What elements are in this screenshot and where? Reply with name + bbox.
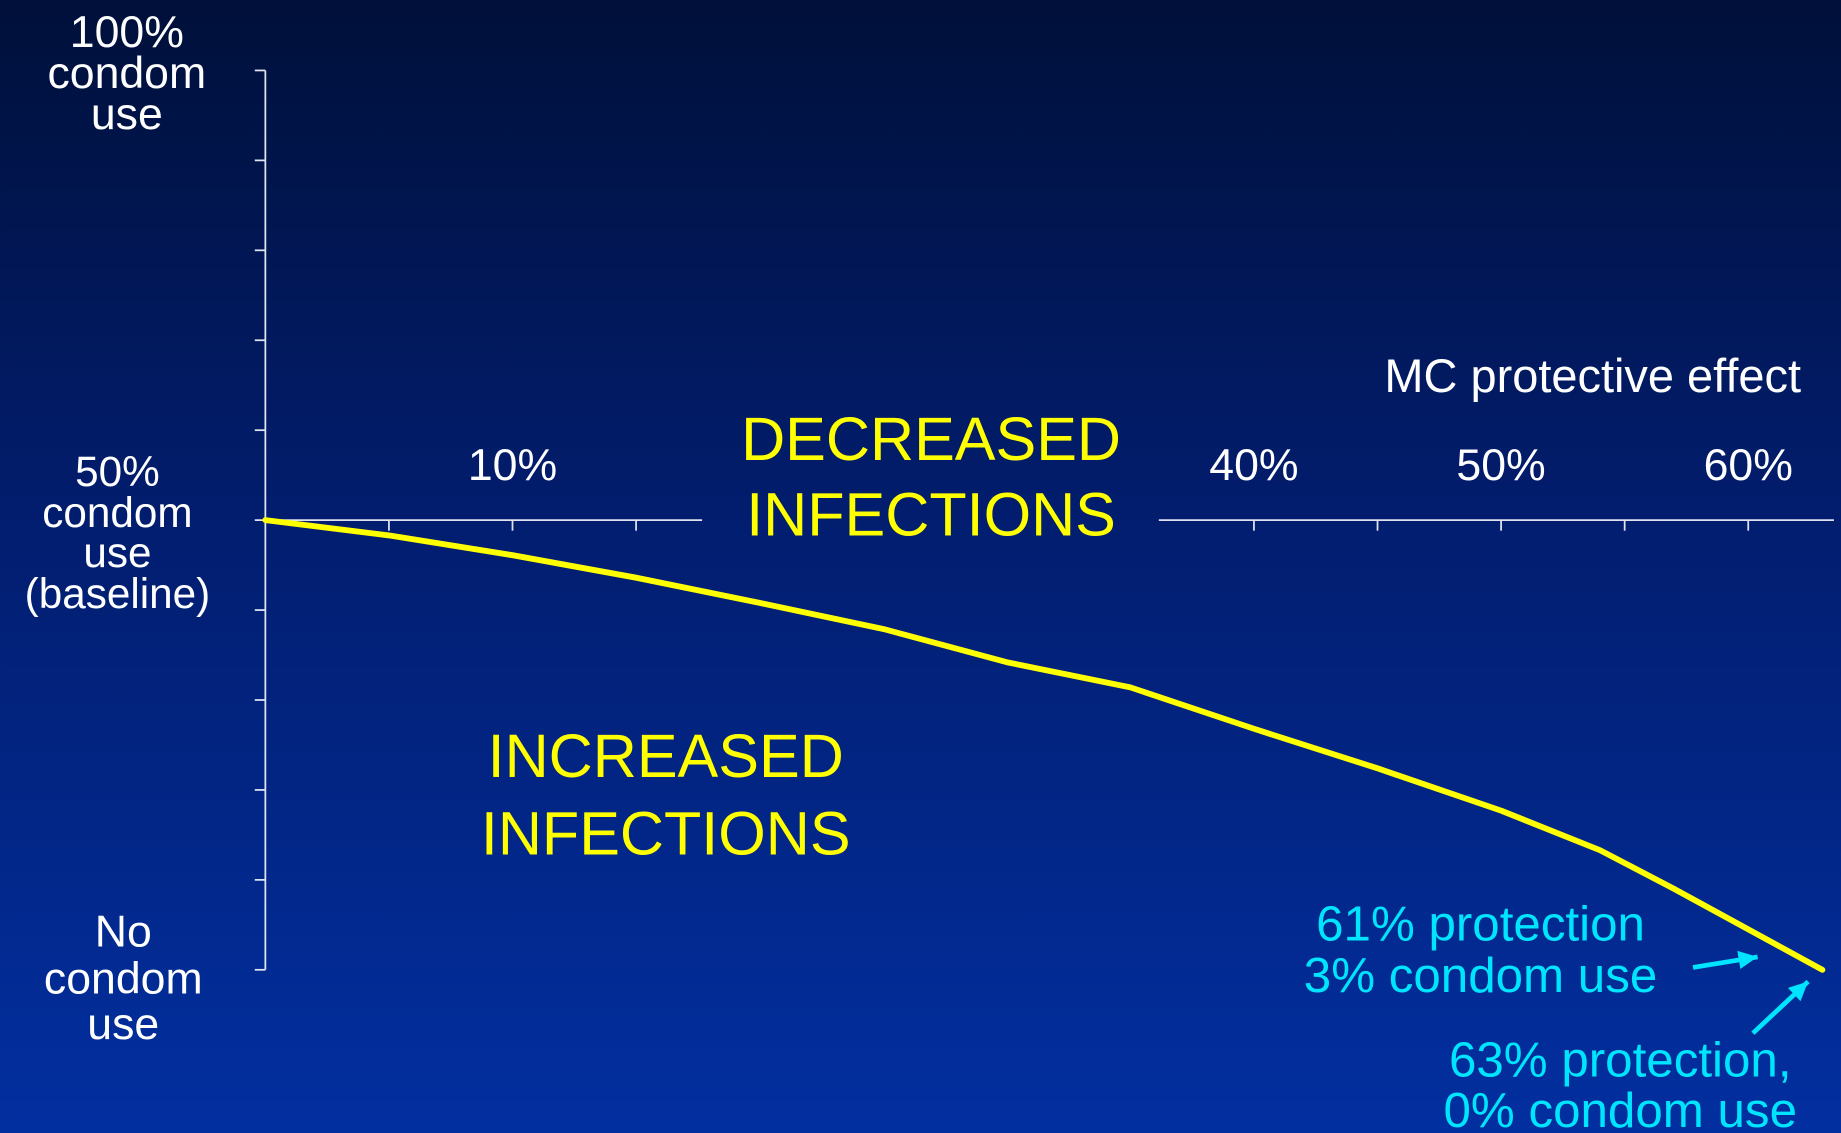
annotation: INCREASED	[488, 722, 844, 790]
y-tick-label: use	[91, 90, 163, 139]
x-tick-label: 10%	[468, 441, 557, 490]
y-tick-label: use	[83, 529, 151, 576]
annotation: 0% condom use	[1444, 1083, 1798, 1133]
y-tick-label: condom	[44, 954, 203, 1003]
annotation: INFECTIONS	[481, 800, 851, 868]
x-tick-label: 40%	[1209, 441, 1298, 490]
x-axis-label: MC protective effect	[1384, 349, 1801, 402]
annotation: INFECTIONS	[746, 480, 1116, 548]
y-tick-label: use	[87, 1000, 159, 1049]
annotation-arrowhead	[1737, 950, 1758, 970]
annotation: 61% protection	[1316, 896, 1645, 951]
y-tick-label: condom	[47, 49, 206, 98]
y-tick-label: 50%	[75, 448, 160, 495]
annotation: DECREASED	[741, 405, 1121, 473]
y-tick-label: No	[95, 907, 152, 956]
annotation-arrowhead	[1787, 981, 1809, 1002]
y-tick-label: 100%	[70, 8, 184, 57]
annotation: 3% condom use	[1304, 948, 1658, 1003]
x-tick-label: 50%	[1456, 441, 1545, 490]
x-tick-label: 60%	[1704, 441, 1793, 490]
y-tick-label: condom	[42, 489, 192, 536]
y-tick-label: (baseline)	[25, 570, 211, 617]
data-line	[262, 517, 1826, 973]
annotation: 63% protection,	[1449, 1033, 1792, 1088]
